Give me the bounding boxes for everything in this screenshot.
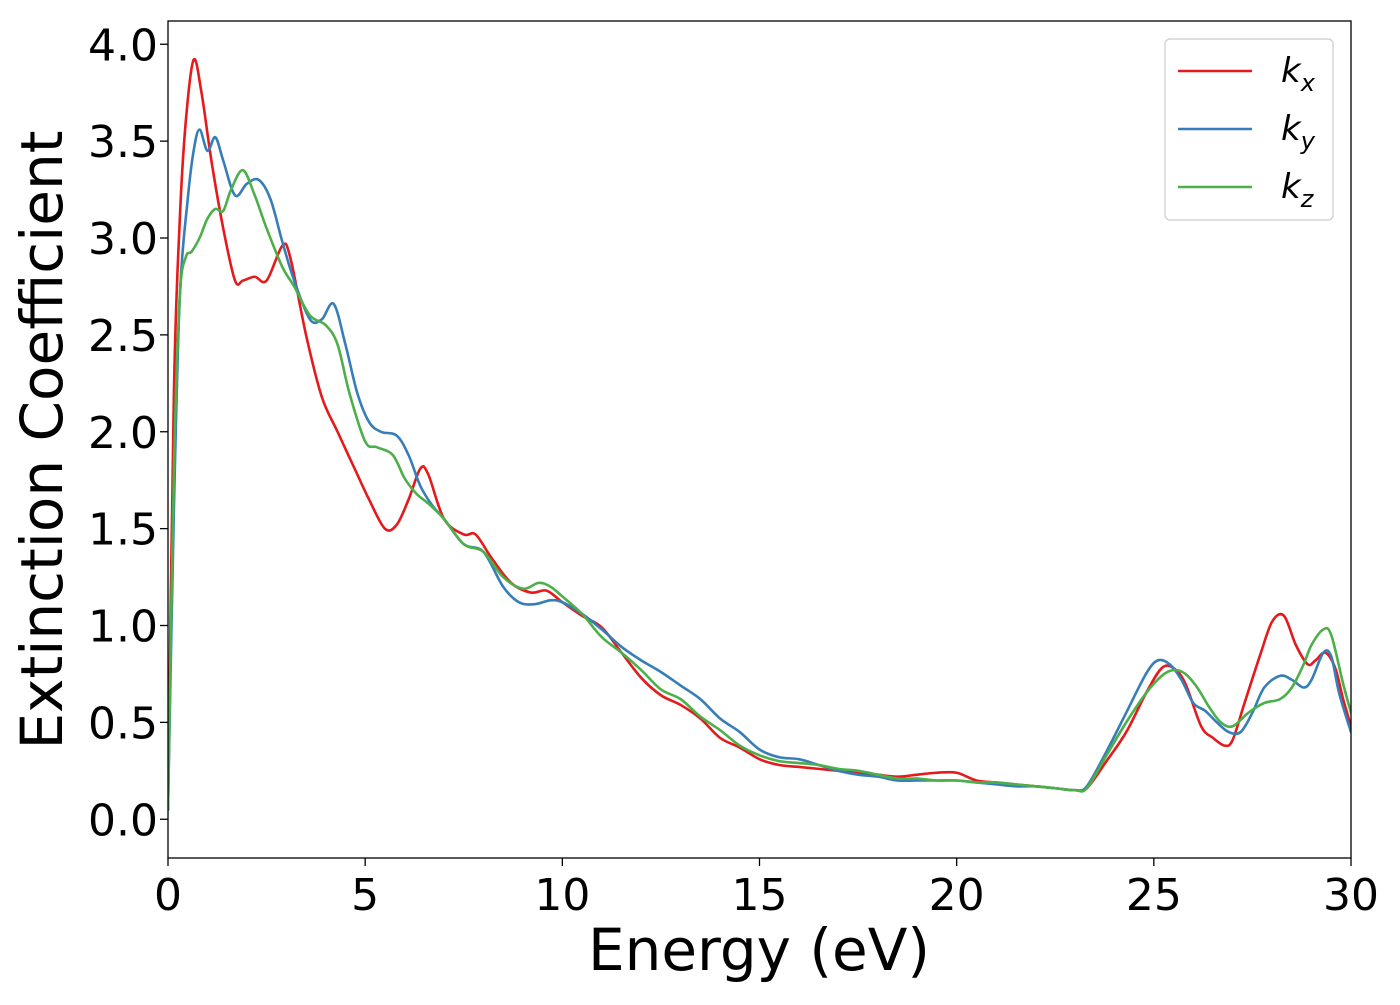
x-tick-label: 5	[351, 870, 379, 921]
y-tick-label: 2.0	[88, 408, 158, 459]
x-tick-label: 20	[929, 870, 985, 921]
y-tick-label: 0.0	[88, 795, 158, 846]
y-tick-label: 4.0	[88, 20, 158, 71]
x-axis-title: Energy (eV)	[588, 916, 930, 984]
series-line-kz	[168, 168, 1351, 811]
series-line-ky	[168, 128, 1351, 811]
axes-layer: 0 5 10 15 20 25 30 0.0 0.5 1.0 1.5 2.0 2.5 3.0 3.5 4.0	[88, 20, 1379, 921]
x-tick-label: 15	[732, 870, 788, 921]
x-tick-label: 0	[154, 870, 182, 921]
y-tick-label: 1.5	[88, 505, 158, 556]
series-line-kx	[168, 57, 1351, 811]
x-tick-label: 25	[1126, 870, 1182, 921]
y-tick-label: 2.5	[88, 311, 158, 362]
legend-label-main: k	[1281, 167, 1302, 207]
y-tick-label: 0.5	[88, 698, 158, 749]
y-axis-title: Extinction Coefficient	[8, 131, 76, 750]
legend-label-kz: kz	[1281, 167, 1315, 213]
legend-label-main: k	[1281, 51, 1302, 91]
y-tick-label: 1.0	[88, 602, 158, 653]
series-layer	[168, 57, 1351, 811]
legend-label-kx: kx	[1281, 51, 1316, 97]
legend-label-subscript: y	[1300, 127, 1316, 155]
y-tick-label: 3.0	[88, 214, 158, 265]
x-tick-label: 10	[534, 870, 590, 921]
legend-label-subscript: z	[1300, 185, 1315, 213]
legend-label-ky: ky	[1281, 109, 1316, 155]
legend-label-main: k	[1281, 109, 1302, 149]
y-tick-label: 3.5	[88, 117, 158, 168]
legend-label-subscript: x	[1300, 69, 1316, 97]
x-tick-label: 30	[1323, 870, 1379, 921]
